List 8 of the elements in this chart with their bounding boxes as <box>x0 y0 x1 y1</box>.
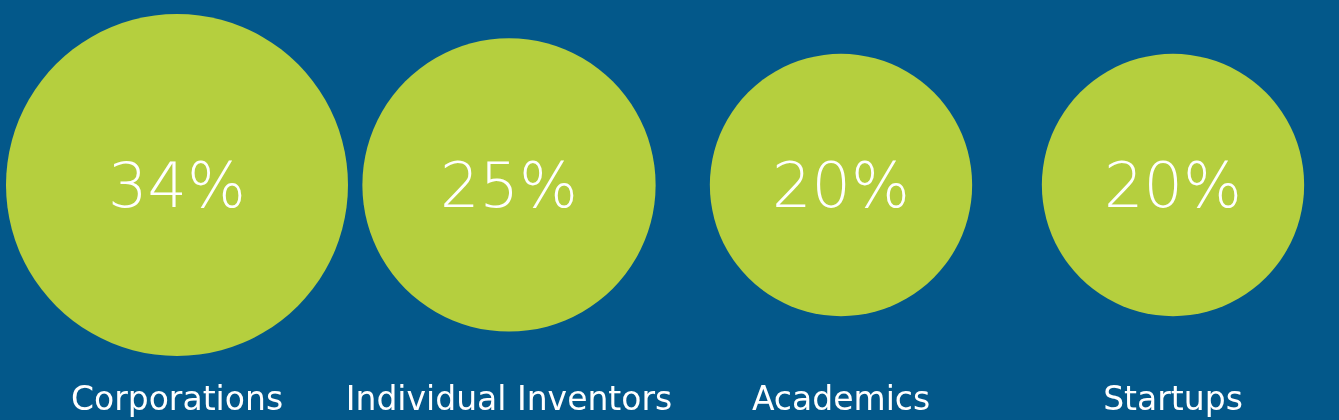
data-label: 25% <box>440 148 578 222</box>
category-label: Individual Inventors <box>345 379 673 418</box>
category-label: Academics <box>751 379 931 418</box>
data-label: 20% <box>1104 148 1242 222</box>
category-label: Corporations <box>70 379 284 418</box>
data-label: 20% <box>772 148 910 222</box>
data-label: 34% <box>108 148 246 222</box>
category-label: Startups <box>1103 379 1243 418</box>
